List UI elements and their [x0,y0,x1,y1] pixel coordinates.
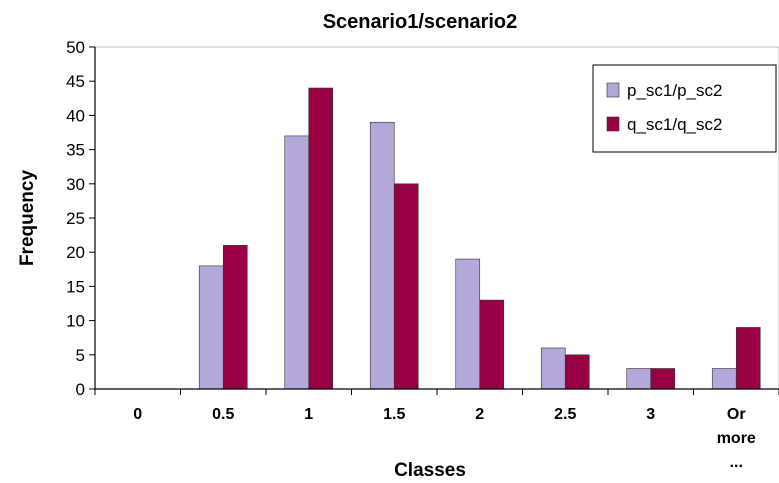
legend-box [592,64,777,153]
bars [198,87,761,390]
y-tick-label: 40 [66,106,85,125]
legend: p_sc1/p_sc2 q_sc1/q_sc2 [592,64,777,153]
legend-label: q_sc1/q_sc2 [627,115,722,134]
y-tick-label: 25 [66,209,85,228]
x-category-label: 2 [475,406,484,423]
x-category-label: 1 [304,406,313,423]
y-ticks: 0 5 10 15 20 25 30 35 40 45 50 [66,38,95,399]
bar-2-5 [479,299,505,390]
y-tick-label: 45 [66,72,85,91]
bar-2-6 [564,354,590,390]
bar-1-4 [369,121,395,390]
bar-1-6 [540,347,566,390]
y-tick-label: 0 [76,380,85,399]
y-tick-label: 35 [66,141,85,160]
x-category-label: 2.5 [554,406,576,423]
bar-1-7 [626,368,652,390]
y-tick-label: 50 [66,38,85,57]
legend-label: p_sc1/p_sc2 [627,81,722,100]
bar-2-7 [650,368,676,390]
bar-2-2 [222,245,248,390]
bar-1-8 [711,368,737,390]
y-tick-label: 20 [66,243,85,262]
bar-1-3 [284,135,310,390]
legend-swatch [606,82,620,98]
bar-2-3 [308,87,334,390]
y-axis-title: Frequency [17,170,38,267]
legend-swatch [606,116,620,132]
chart-title: Scenario1/scenario2 [323,11,518,33]
bar-1-5 [455,258,481,390]
y-tick-label: 5 [76,346,85,365]
x-category-label: 1.5 [383,406,405,423]
y-tick-label: 10 [66,312,85,331]
x-category-label: 0 [133,406,142,423]
x-category-label: 3 [646,406,655,423]
y-tick-label: 15 [66,277,85,296]
x-category-label: 0.5 [212,406,234,423]
x-category-label: Or more... [717,406,756,471]
bar-2-4 [393,183,419,390]
y-tick-label: 30 [66,175,85,194]
bar-1-2 [198,265,224,390]
x-category-labels: 0 0.5 1 1.5 2 2.5 3 Or more... [133,406,756,471]
x-axis-title: Classes [394,460,466,481]
bar-2-8 [735,327,761,390]
